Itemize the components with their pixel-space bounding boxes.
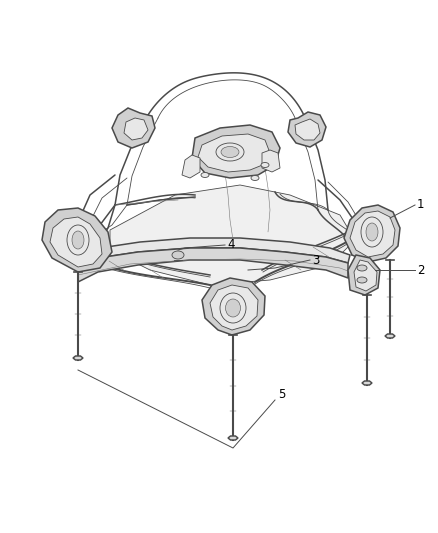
Polygon shape	[262, 150, 280, 172]
Polygon shape	[202, 278, 265, 335]
Polygon shape	[112, 108, 155, 148]
Ellipse shape	[220, 293, 246, 323]
Polygon shape	[228, 436, 238, 440]
Ellipse shape	[226, 299, 240, 317]
Ellipse shape	[357, 277, 367, 283]
Polygon shape	[348, 255, 380, 295]
Ellipse shape	[172, 251, 184, 259]
Ellipse shape	[216, 143, 244, 161]
Text: 2: 2	[417, 263, 424, 277]
Text: 5: 5	[278, 389, 286, 401]
Ellipse shape	[72, 231, 84, 249]
Ellipse shape	[201, 173, 209, 177]
Ellipse shape	[361, 217, 383, 247]
Polygon shape	[182, 155, 200, 178]
Polygon shape	[354, 260, 377, 291]
Ellipse shape	[67, 225, 89, 255]
Polygon shape	[124, 118, 148, 140]
Polygon shape	[385, 334, 395, 338]
Polygon shape	[78, 248, 348, 282]
Polygon shape	[288, 112, 326, 147]
Ellipse shape	[251, 175, 259, 181]
Polygon shape	[295, 119, 320, 140]
Polygon shape	[78, 238, 350, 268]
Polygon shape	[73, 356, 83, 360]
Polygon shape	[42, 208, 112, 272]
Text: 4: 4	[227, 238, 234, 252]
Polygon shape	[344, 205, 400, 262]
Ellipse shape	[221, 147, 239, 157]
Polygon shape	[198, 134, 270, 172]
Polygon shape	[110, 185, 355, 285]
Polygon shape	[50, 217, 102, 267]
Text: 3: 3	[312, 254, 319, 266]
Polygon shape	[210, 285, 258, 330]
Polygon shape	[362, 381, 372, 385]
Ellipse shape	[261, 163, 269, 167]
Ellipse shape	[357, 265, 367, 271]
Ellipse shape	[366, 223, 378, 241]
Polygon shape	[192, 125, 280, 178]
Text: 1: 1	[417, 198, 424, 212]
Polygon shape	[350, 211, 395, 257]
